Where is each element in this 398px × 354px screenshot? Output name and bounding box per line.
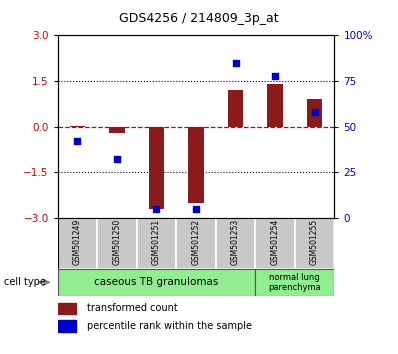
- Bar: [109, 127, 125, 133]
- Text: normal lung
parenchyma: normal lung parenchyma: [268, 273, 321, 292]
- Text: GSM501254: GSM501254: [271, 219, 279, 266]
- Text: GSM501251: GSM501251: [152, 219, 161, 266]
- Bar: [58, 269, 255, 296]
- Text: cell type: cell type: [4, 277, 46, 287]
- Bar: [58, 320, 76, 332]
- Bar: [70, 126, 86, 127]
- Bar: [176, 218, 216, 269]
- Bar: [188, 127, 204, 202]
- Bar: [295, 218, 334, 269]
- Text: transformed count: transformed count: [87, 303, 178, 313]
- Bar: [255, 269, 334, 296]
- Point: [272, 73, 278, 78]
- Bar: [307, 99, 322, 127]
- Text: GDS4256 / 214809_3p_at: GDS4256 / 214809_3p_at: [119, 12, 279, 25]
- Point: [153, 206, 160, 211]
- Bar: [228, 90, 244, 127]
- Point: [74, 138, 81, 144]
- Text: GSM501250: GSM501250: [113, 219, 121, 266]
- Text: GSM501249: GSM501249: [73, 219, 82, 266]
- Point: [232, 60, 239, 65]
- Bar: [137, 218, 176, 269]
- Point: [114, 156, 120, 162]
- Bar: [267, 84, 283, 127]
- Text: GSM501252: GSM501252: [191, 219, 201, 266]
- Text: GSM501253: GSM501253: [231, 219, 240, 266]
- Point: [311, 109, 318, 115]
- Point: [193, 206, 199, 211]
- Bar: [58, 303, 76, 314]
- Bar: [148, 127, 164, 209]
- Text: GSM501255: GSM501255: [310, 219, 319, 266]
- Bar: [216, 218, 255, 269]
- Text: caseous TB granulomas: caseous TB granulomas: [94, 277, 219, 287]
- Text: percentile rank within the sample: percentile rank within the sample: [87, 321, 252, 331]
- Bar: [97, 218, 137, 269]
- Bar: [255, 218, 295, 269]
- Bar: [58, 218, 97, 269]
